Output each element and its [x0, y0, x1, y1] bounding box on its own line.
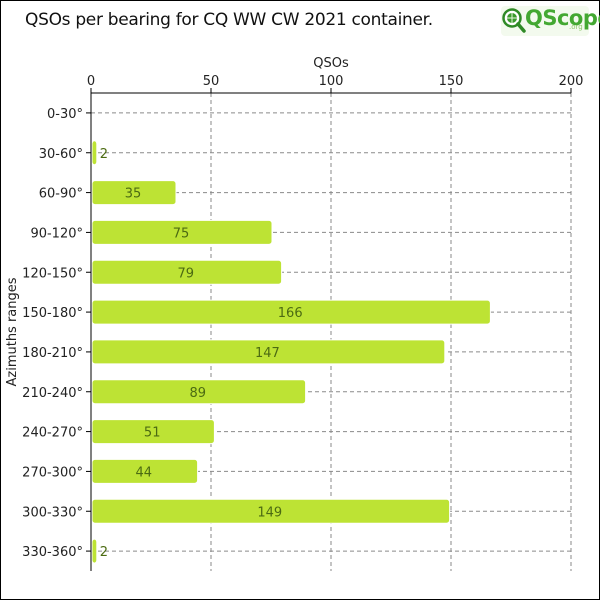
x-tick-label: 100	[319, 74, 344, 89]
chart-title: QSOs per bearing for CQ WW CW 2021 conta…	[25, 10, 433, 30]
x-tick-label: 50	[203, 74, 220, 89]
bar	[91, 140, 98, 166]
bar-value-label: 147	[255, 346, 280, 361]
bar	[91, 379, 307, 405]
logo-suffix: .org	[569, 23, 583, 31]
y-tick-label: 180-210°	[22, 346, 83, 361]
bar	[91, 259, 283, 285]
y-tick-label: 60-90°	[39, 187, 83, 202]
bar	[91, 219, 273, 245]
x-axis-title: QSOs	[313, 56, 349, 71]
y-tick-label: 120-150°	[22, 266, 83, 281]
bar-value-label: 75	[173, 226, 190, 241]
bar	[91, 458, 199, 484]
bar-value-label: 149	[257, 505, 282, 520]
y-tick-label: 240-270°	[22, 426, 83, 441]
y-tick-label: 90-120°	[30, 226, 83, 241]
bar	[91, 299, 491, 325]
bar	[91, 498, 451, 524]
y-tick-label: 300-330°	[22, 505, 83, 520]
bar-value-label: 51	[144, 426, 161, 441]
bar-value-label: 2	[100, 545, 108, 560]
logo-text: QScope	[525, 6, 600, 30]
x-tick-label: 0	[87, 74, 95, 89]
bar-value-label: 35	[125, 187, 142, 202]
bar-value-label: 89	[190, 386, 207, 401]
bar	[91, 419, 215, 445]
y-axis-title: Azimuths ranges	[5, 277, 20, 386]
bar-value-label: 166	[278, 306, 303, 321]
x-tick-label: 150	[439, 74, 464, 89]
bar	[91, 339, 446, 365]
y-tick-label: 30-60°	[39, 147, 83, 162]
bar-value-label: 44	[136, 465, 153, 480]
bar	[91, 538, 98, 564]
bar-value-label: 2	[100, 147, 108, 162]
y-tick-label: 0-30°	[47, 107, 83, 122]
bar	[91, 180, 177, 206]
y-tick-label: 270-300°	[22, 465, 83, 480]
y-tick-label: 210-240°	[22, 386, 83, 401]
x-tick-label: 200	[559, 74, 584, 89]
y-tick-label: 330-360°	[22, 545, 83, 560]
bar-value-label: 79	[178, 266, 195, 281]
y-tick-label: 150-180°	[22, 306, 83, 321]
magnifier-globe-icon	[501, 6, 589, 36]
